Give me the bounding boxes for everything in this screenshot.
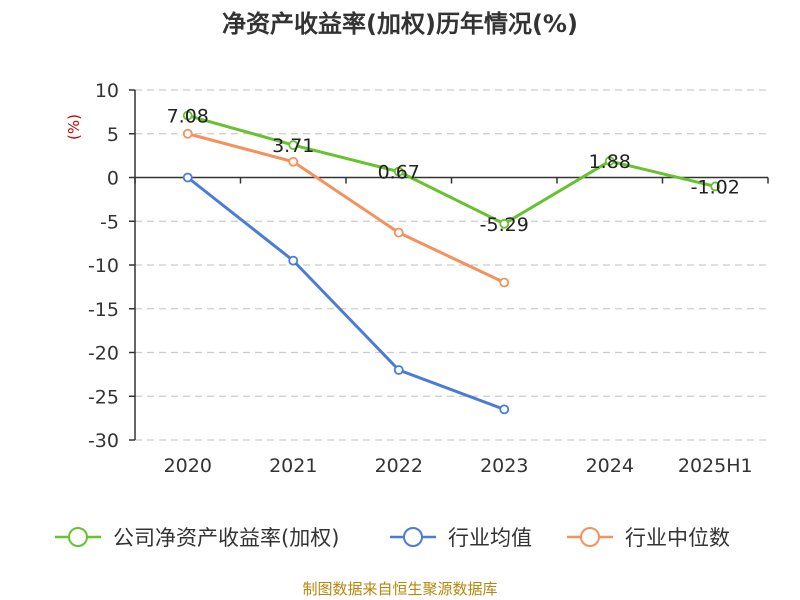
data-point bbox=[393, 365, 404, 375]
data-label: -5.29 bbox=[480, 214, 529, 236]
data-point bbox=[182, 172, 193, 183]
data-point bbox=[499, 404, 510, 415]
legend: 公司净资产收益率(加权) 行业均值 行业中位数 bbox=[55, 526, 730, 550]
chart-title: 净资产收益率(加权)历年情况(%) bbox=[222, 10, 578, 38]
y-tick-label: -25 bbox=[88, 386, 119, 408]
series-line-0 bbox=[187, 114, 716, 226]
grid-lines bbox=[135, 89, 768, 441]
data-point bbox=[182, 110, 193, 121]
data-point bbox=[710, 181, 721, 192]
data-point bbox=[393, 227, 404, 238]
series-group bbox=[182, 110, 721, 415]
legend-label: 行业均值 bbox=[448, 526, 532, 550]
data-point bbox=[499, 277, 510, 288]
data-label: 3.71 bbox=[272, 135, 314, 157]
x-tick-label: 2025H1 bbox=[678, 455, 753, 477]
series-line-1 bbox=[186, 176, 505, 411]
x-tick-label: 2020 bbox=[164, 455, 212, 477]
y-tick-labels: 10 5 0 -5 -10 -15 -20 -25 -30 bbox=[88, 80, 119, 452]
y-tick-label: -30 bbox=[88, 430, 119, 452]
y-tick-label: 10 bbox=[95, 80, 119, 102]
data-point bbox=[393, 166, 404, 177]
legend-label: 行业中位数 bbox=[625, 526, 730, 550]
x-tick-label: 2024 bbox=[586, 455, 634, 477]
data-point bbox=[604, 156, 615, 166]
x-tick-label: 2023 bbox=[480, 455, 528, 477]
series-line-2 bbox=[187, 132, 505, 284]
data-point bbox=[182, 128, 193, 139]
data-label: 7.08 bbox=[167, 106, 209, 128]
y-tick-label: 0 bbox=[107, 168, 119, 190]
y-tick-label: -5 bbox=[100, 211, 119, 233]
data-label: -1.02 bbox=[691, 176, 740, 198]
x-tick-label: 2021 bbox=[269, 455, 317, 477]
data-point bbox=[288, 255, 299, 266]
data-label: 1.88 bbox=[589, 151, 631, 173]
axes bbox=[129, 89, 769, 441]
y-tick-label: -15 bbox=[88, 299, 119, 321]
y-axis-unit: (%) bbox=[65, 114, 83, 140]
data-labels: 7.08 3.71 0.67 -5.29 1.88 -1.02 bbox=[167, 106, 740, 236]
y-tick-label: 5 bbox=[107, 124, 119, 146]
x-tick-labels: 2020 2021 2022 2023 2024 2025H1 bbox=[164, 455, 753, 477]
data-point bbox=[288, 156, 299, 167]
x-tick-label: 2022 bbox=[375, 455, 423, 477]
y-tick-label: -20 bbox=[88, 343, 119, 365]
data-label: 0.67 bbox=[378, 162, 420, 184]
source-note: 制图数据来自恒生聚源数据库 bbox=[302, 580, 497, 598]
data-point bbox=[499, 218, 510, 229]
legend-marker bbox=[403, 527, 423, 547]
legend-marker bbox=[580, 527, 600, 547]
legend-label: 公司净资产收益率(加权) bbox=[113, 526, 339, 550]
data-point bbox=[288, 140, 299, 150]
legend-marker bbox=[68, 527, 88, 547]
y-tick-label: -10 bbox=[88, 255, 119, 277]
